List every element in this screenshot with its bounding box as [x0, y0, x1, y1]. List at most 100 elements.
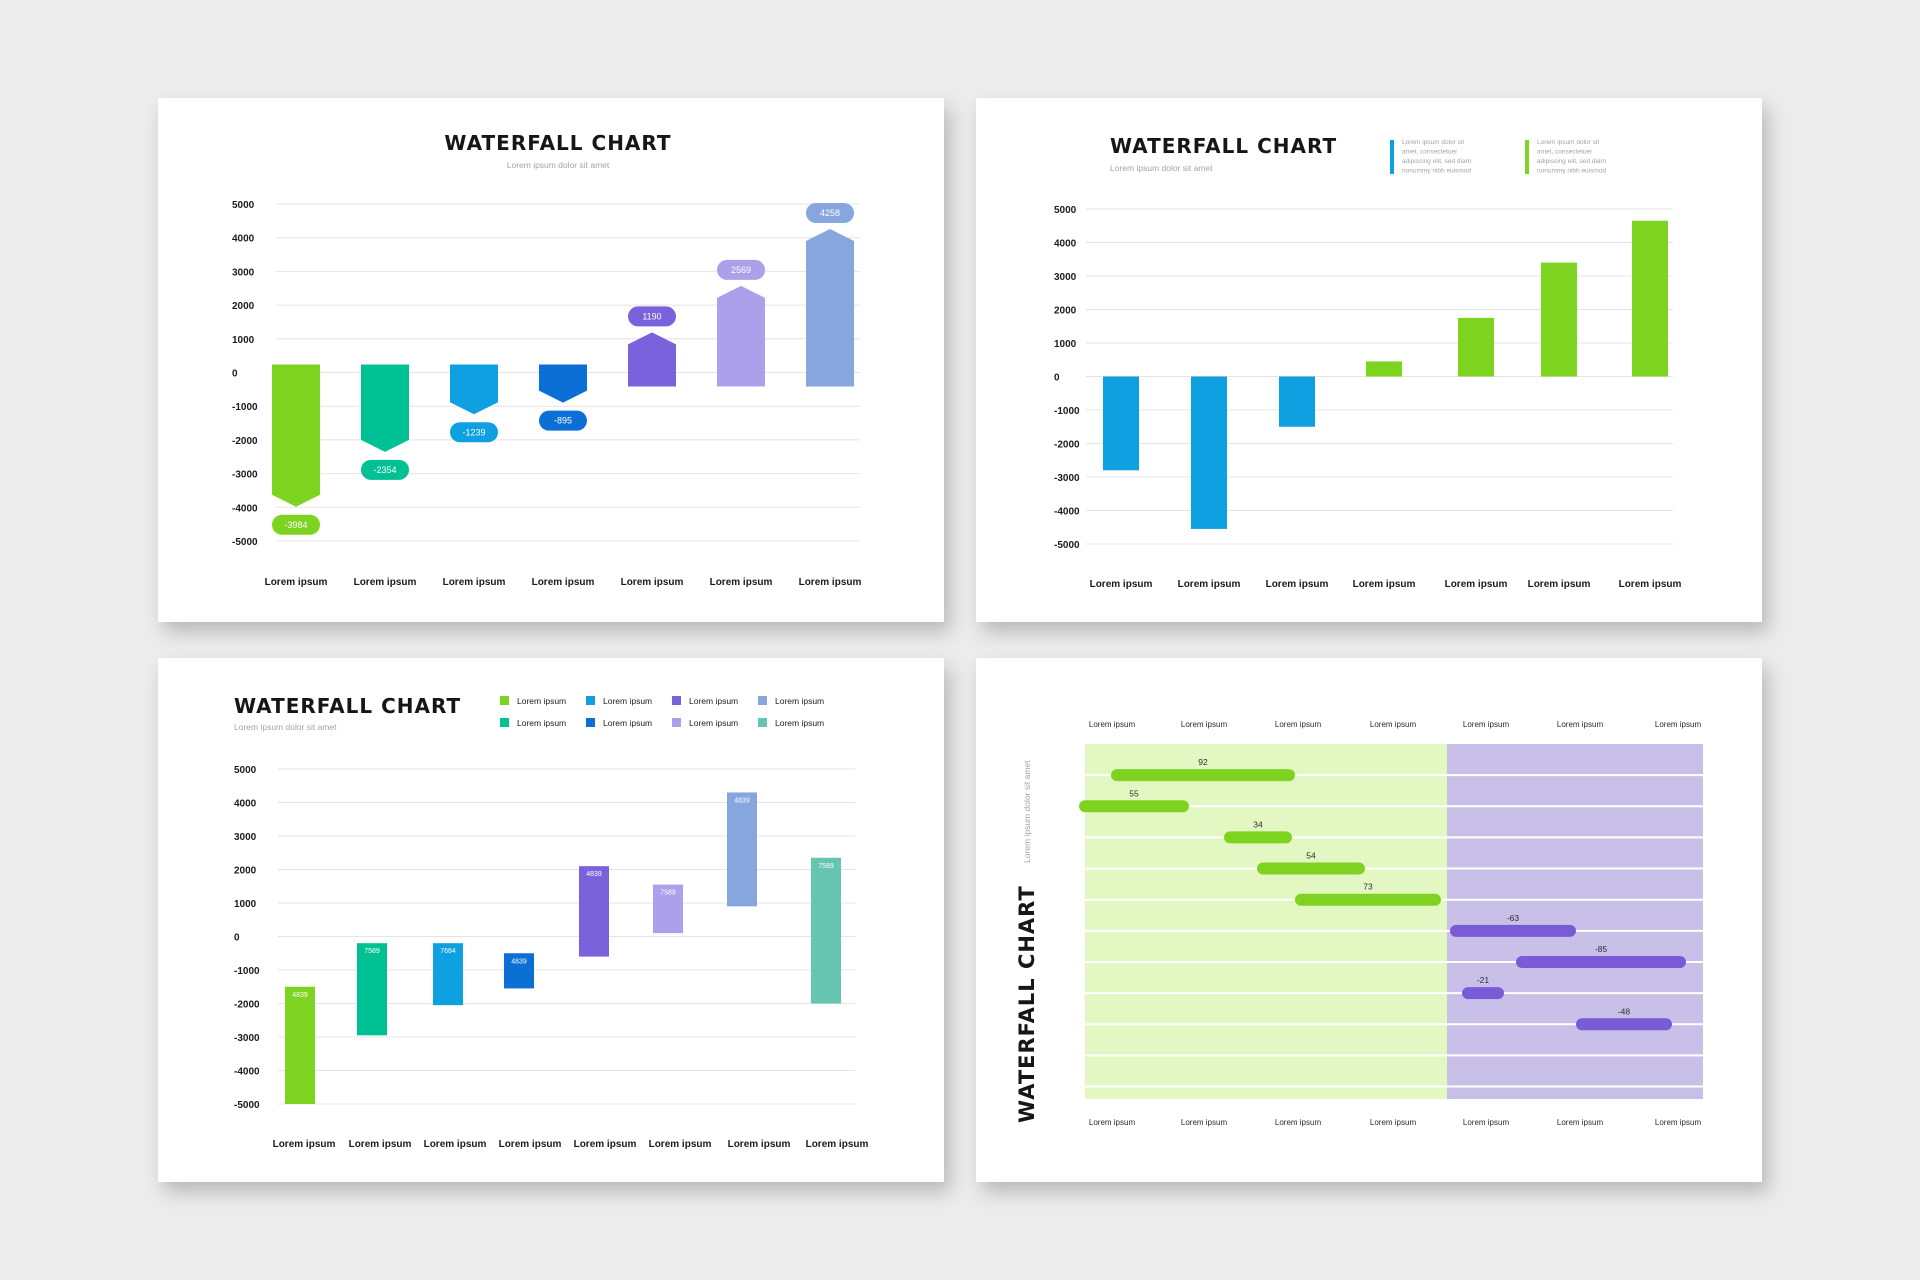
x-category-label: Lorem ipsum	[710, 577, 773, 588]
x-category-label: Lorem ipsum	[806, 1139, 869, 1150]
x-category-label: Lorem ipsum	[1266, 579, 1329, 590]
chart1-ytick: 0	[232, 369, 238, 380]
x-category-label: Lorem ipsum	[354, 577, 417, 588]
top-x-label: Lorem ipsum	[1275, 720, 1322, 729]
top-x-label: Lorem ipsum	[1557, 720, 1604, 729]
chart2-ytick: 0	[1054, 373, 1060, 384]
horizontal-bar	[1111, 769, 1295, 782]
chart2-ytick: 3000	[1054, 272, 1077, 283]
bottom-x-label: Lorem ipsum	[1181, 1118, 1228, 1127]
horizontal-bar	[1224, 831, 1292, 844]
positive-region	[1085, 744, 1447, 1099]
legend-label: Lorem ipsum	[689, 718, 738, 728]
legend-swatch	[758, 718, 767, 727]
legend-label: Lorem ipsum	[603, 696, 652, 706]
data-label-text: -3984	[284, 520, 307, 530]
x-category-label: Lorem ipsum	[799, 577, 862, 588]
data-label: 55	[1129, 788, 1139, 798]
data-label: 7684	[440, 948, 456, 955]
waterfall-bar	[504, 953, 534, 989]
x-category-label: Lorem ipsum	[1090, 579, 1153, 590]
bottom-x-label: Lorem ipsum	[1463, 1118, 1510, 1127]
chart3-ytick: 0	[234, 933, 240, 944]
waterfall-bar	[1103, 376, 1139, 471]
legend-text: amet, consectetuer	[1402, 149, 1458, 156]
chart-subtitle: Lorem ipsum dolor sit amet	[507, 160, 610, 170]
legend-swatch	[500, 718, 509, 727]
x-category-label: Lorem ipsum	[574, 1139, 637, 1150]
bottom-x-label: Lorem ipsum	[1655, 1118, 1702, 1127]
legend-text: Lorem ipsum dolor sit	[1402, 139, 1464, 146]
chart3-ytick: -3000	[234, 1033, 260, 1044]
chart2-ytick: -4000	[1054, 507, 1080, 518]
data-label-pill	[806, 203, 854, 224]
bottom-x-label: Lorem ipsum	[1089, 1118, 1136, 1127]
horizontal-bar	[1079, 800, 1189, 813]
data-label: 4839	[511, 958, 527, 965]
waterfall-bar	[361, 364, 409, 452]
chart-title: WATERFALL CHART	[1015, 885, 1039, 1123]
waterfall-bar	[806, 229, 854, 387]
legend-text: Lorem ipsum dolor sit	[1537, 139, 1599, 146]
bottom-x-label: Lorem ipsum	[1370, 1118, 1417, 1127]
chart3-ytick: 5000	[234, 765, 257, 776]
chart1-ytick: -4000	[232, 503, 258, 514]
legend-text: nonummy nibh euismod	[1402, 168, 1471, 175]
chart1-ytick: -5000	[232, 537, 258, 548]
x-category-label: Lorem ipsum	[349, 1139, 412, 1150]
data-label-pill	[539, 410, 587, 431]
waterfall-bar	[1366, 361, 1402, 377]
legend-text: nonummy nibh euismod	[1537, 168, 1606, 175]
x-category-label: Lorem ipsum	[424, 1139, 487, 1150]
chart2-ytick: 1000	[1054, 339, 1077, 350]
legend-label: Lorem ipsum	[517, 718, 566, 728]
waterfall-bar	[1541, 262, 1577, 377]
legend-swatch	[672, 696, 681, 705]
chart-title: WATERFALL CHART	[1110, 134, 1337, 158]
chart-title: WATERFALL CHART	[444, 131, 671, 155]
x-category-label: Lorem ipsum	[1528, 579, 1591, 590]
data-label: 4839	[292, 992, 308, 999]
chart2-ytick: -1000	[1054, 406, 1080, 417]
legend-label: Lorem ipsum	[603, 718, 652, 728]
legend-swatch	[500, 696, 509, 705]
x-category-label: Lorem ipsum	[273, 1139, 336, 1150]
chart-subtitle: Lorem ipsum dolor sit amet	[234, 722, 337, 732]
x-category-label: Lorem ipsum	[443, 577, 506, 588]
chart3-ytick: -5000	[234, 1100, 260, 1111]
x-category-label: Lorem ipsum	[1178, 579, 1241, 590]
legend-swatch	[758, 696, 767, 705]
x-category-label: Lorem ipsum	[1445, 579, 1508, 590]
data-label-text: 2569	[731, 265, 751, 275]
legend-label: Lorem ipsum	[775, 718, 824, 728]
chart2-ytick: 5000	[1054, 205, 1077, 216]
data-label: 73	[1363, 882, 1373, 892]
data-label-pill	[717, 259, 765, 280]
data-label: 92	[1198, 757, 1208, 767]
x-category-label: Lorem ipsum	[532, 577, 595, 588]
data-label: 4839	[734, 797, 750, 804]
data-label: -85	[1595, 944, 1608, 954]
top-x-label: Lorem ipsum	[1655, 720, 1702, 729]
waterfall-bar	[1632, 220, 1668, 377]
waterfall-chart-1: WATERFALL CHART Lorem ipsum dolor sit ame…	[232, 131, 862, 588]
chart1-ytick: 5000	[232, 200, 255, 211]
horizontal-bar	[1576, 1018, 1672, 1031]
chart-subtitle: Lorem ipsum dolor sit amet	[1022, 760, 1032, 863]
data-label: 7589	[818, 863, 834, 870]
top-x-label: Lorem ipsum	[1181, 720, 1228, 729]
waterfall-card-2: WATERFALL CHART Lorem ipsum dolor sit ame…	[976, 98, 1762, 622]
chart1-ytick: 2000	[232, 301, 255, 312]
data-label-pill	[450, 422, 498, 443]
chart1-ytick: -1000	[232, 402, 258, 413]
waterfall-bar	[539, 364, 587, 403]
x-category-label: Lorem ipsum	[621, 577, 684, 588]
data-label: -21	[1477, 975, 1490, 985]
chart-title: WATERFALL CHART	[234, 694, 461, 718]
data-label: -63	[1507, 913, 1520, 923]
x-category-label: Lorem ipsum	[499, 1139, 562, 1150]
waterfall-bar	[450, 364, 498, 415]
chart1-ytick: -2000	[232, 436, 258, 447]
legend-swatch	[672, 718, 681, 727]
legend-swatch	[1390, 140, 1394, 174]
